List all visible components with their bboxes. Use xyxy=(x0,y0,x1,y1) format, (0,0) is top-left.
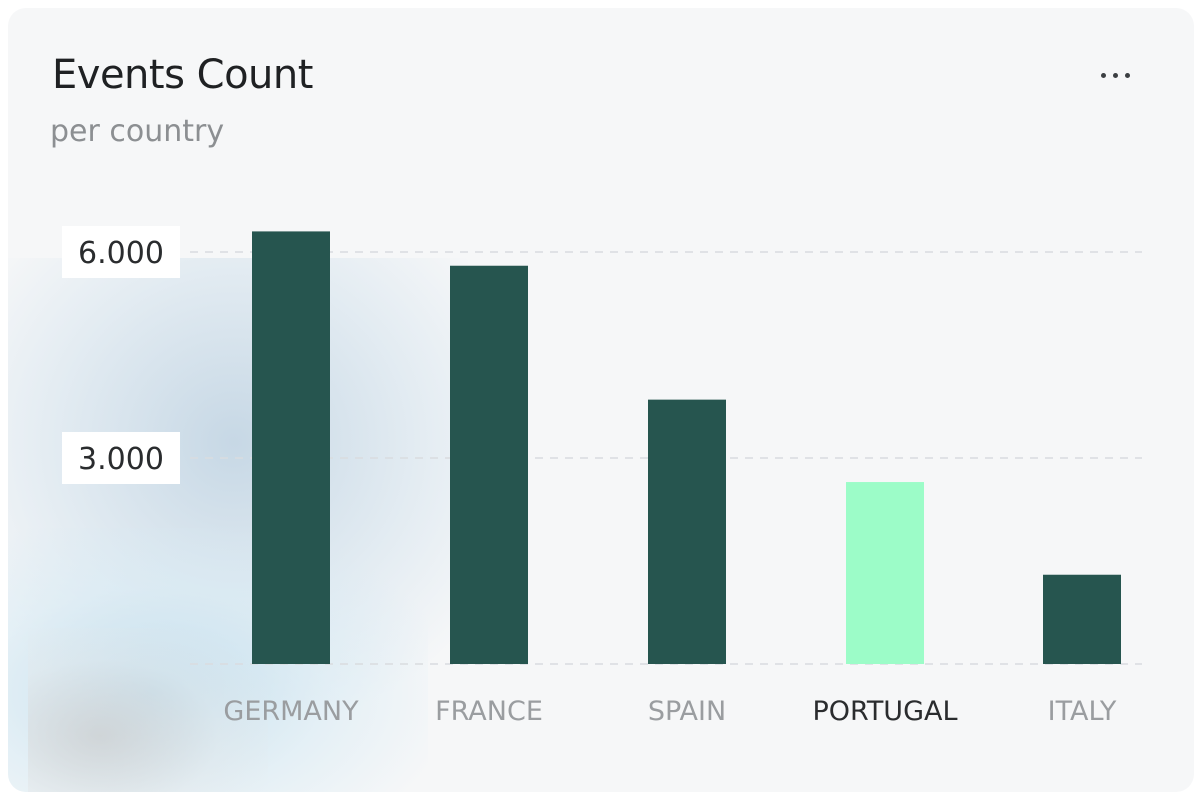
y-tick-label-background xyxy=(62,432,180,485)
background-blur xyxy=(28,628,268,792)
bar-france xyxy=(450,265,528,664)
dot xyxy=(1124,72,1130,78)
x-tick-label: PORTUGAL xyxy=(812,696,957,727)
chart-card xyxy=(8,8,1194,792)
dot xyxy=(1100,72,1106,78)
bar-italy xyxy=(1043,574,1121,664)
dot xyxy=(1112,72,1118,78)
x-tick-label: ITALY xyxy=(1048,696,1117,727)
more-options-icon[interactable] xyxy=(1090,60,1140,90)
x-tick-label: SPAIN xyxy=(648,696,726,727)
card-title: Events Count xyxy=(52,52,313,98)
bar-portugal xyxy=(846,482,924,664)
card-subtitle: per country xyxy=(50,114,225,149)
x-tick-label: GERMANY xyxy=(223,696,359,727)
x-tick-label: FRANCE xyxy=(435,696,543,727)
y-tick-label: 3.000 xyxy=(78,442,164,477)
y-tick-label: 6.000 xyxy=(78,236,164,271)
y-tick-label-background xyxy=(62,226,180,279)
bar-spain xyxy=(648,399,726,664)
bar-germany xyxy=(252,231,330,664)
